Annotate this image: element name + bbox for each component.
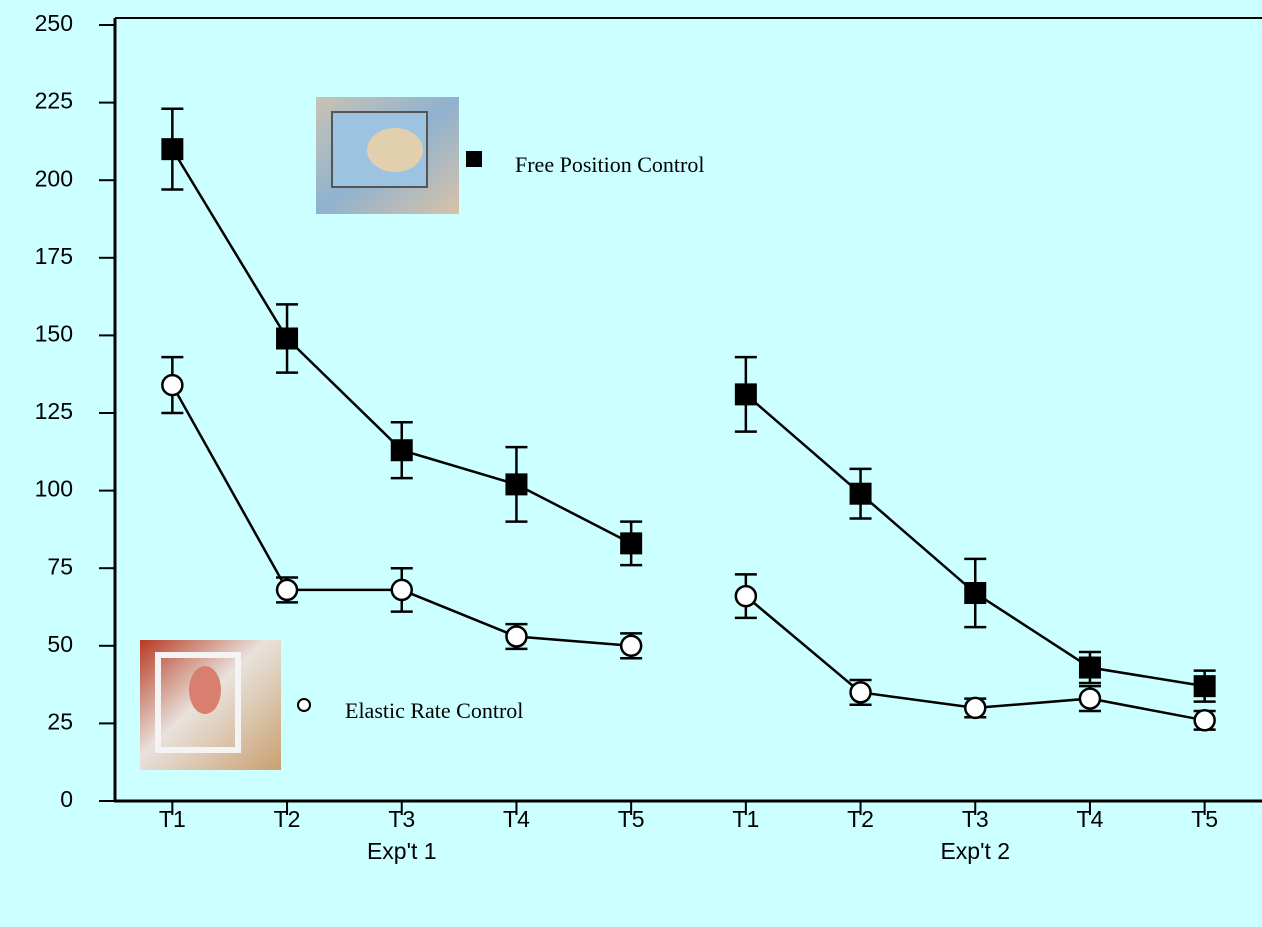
photo-elastic-rate [140,640,281,770]
x-tick-label: T3 [962,806,989,832]
data-point [505,625,528,648]
y-tick-label: 100 [35,476,73,502]
series-line [745,393,1205,688]
y-tick-label: 200 [35,165,73,191]
x-tick-label: T2 [274,806,301,832]
y-tick-label: 250 [35,10,73,36]
data-point [964,696,987,720]
x-tick-label: T5 [618,806,645,832]
legend-label: Elastic Rate Control [345,698,523,723]
data-point [734,584,758,608]
x-tick-label: T5 [1191,806,1218,832]
x-tick-label: T1 [159,806,186,832]
x-tick-label: T1 [732,806,759,832]
legend-marker [466,151,482,167]
data-point [390,439,413,462]
y-tick-label: 150 [35,320,73,346]
y-tick-label: 25 [47,708,73,734]
data-point [275,578,299,602]
data-point [161,373,184,397]
y-tick-label: 225 [35,88,73,114]
x-tick-label: T4 [1077,806,1104,832]
data-point [505,473,528,496]
y-tick-label: 175 [35,243,73,269]
photo-free-position [316,97,459,214]
data-point [849,681,872,704]
x-tick-label: T3 [388,806,415,832]
data-point [1078,687,1102,710]
y-tick-label: 0 [60,786,73,812]
data-point [619,634,643,658]
data-point [734,383,757,406]
data-point [620,532,643,555]
data-point [1078,656,1101,679]
x-tick-label: T4 [503,806,530,832]
y-tick-label: 125 [35,398,73,424]
data-point [390,578,413,602]
data-point [276,327,299,350]
group-label: Exp't 2 [940,838,1010,864]
x-tick-label: T2 [847,806,874,832]
data-point [1193,709,1216,732]
data-point [849,482,872,505]
data-point [964,582,987,605]
legend-marker [297,698,311,712]
data-point [161,138,184,161]
y-tick-label: 50 [47,631,73,657]
group-label: Exp't 1 [367,838,437,864]
legend-label: Free Position Control [515,152,704,177]
data-point [1193,675,1216,698]
y-tick-label: 75 [47,553,73,579]
